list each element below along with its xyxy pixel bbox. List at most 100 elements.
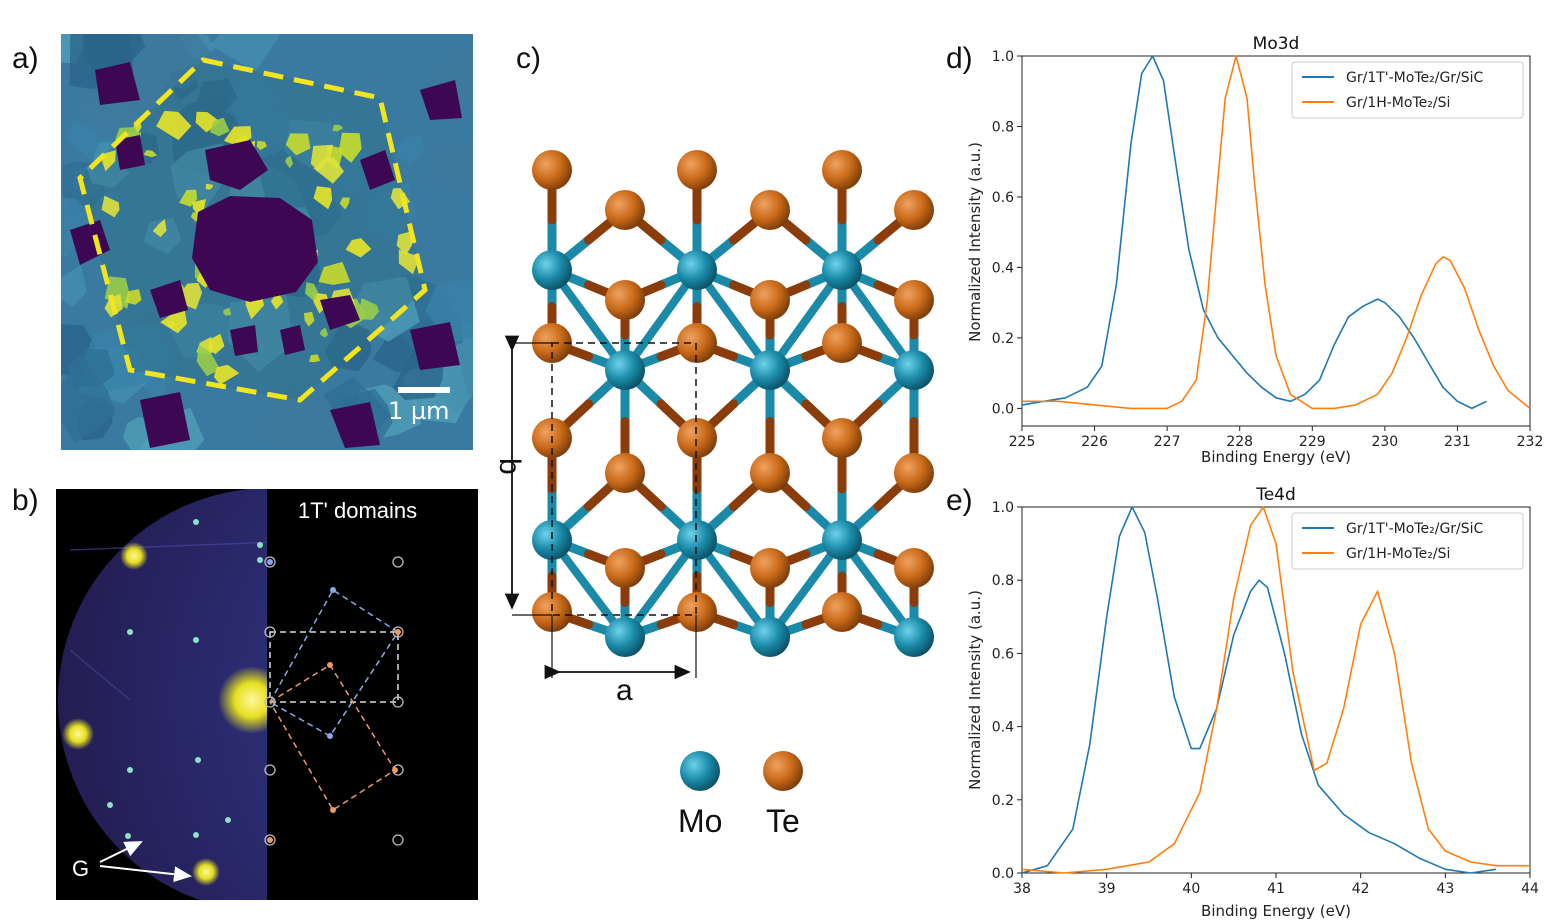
leed-spot [127,767,133,773]
bright-domain [285,133,311,156]
chart-d-ytick-label: 0.6 [992,190,1014,206]
chart-e-xtick-label: 42 [1352,881,1370,897]
mo-atom [894,617,934,657]
mo-atom [750,350,790,390]
bright-domain [305,282,319,301]
grain [61,323,100,377]
lattice-b-label: b [493,458,526,475]
chart-d-legend: Gr/1T'-MoTe₂/Gr/SiC Gr/1H-MoTe₂/Si [1291,61,1524,119]
te-atom [605,280,645,320]
bright-domain [270,294,284,310]
chart-e-ytick-label: 1.0 [992,500,1014,516]
leed-spot [193,832,199,838]
chart-d-xtick-label: 227 [1154,434,1181,450]
chart-e-ytick-label: 0.4 [992,720,1014,736]
central-spot [218,666,267,734]
bright-domain [160,309,187,334]
atoms [532,150,934,657]
te-atom [894,548,934,588]
chart-d-ytick-label: 0.0 [992,401,1014,417]
chart-e-legend: Gr/1T'-MoTe₂/Gr/SiC Gr/1H-MoTe₂/Si [1291,512,1524,570]
lattice-a-label: a [616,674,633,707]
chart-mo3d: Mo3d 225 226 227 228 229 230 231 232 0.0 0.2 0.4 0.… [966,34,1543,466]
bright-domain [313,186,333,210]
chart-e-legend-1: Gr/1T'-MoTe₂/Gr/SiC [1346,521,1484,537]
leed-spot [193,519,199,525]
scale-bar [398,387,450,393]
bright-domain [223,307,232,316]
chart-d-ticks: 225 226 227 228 229 230 231 232 0.0 0.2 0.4 0.6 0.8 1… [992,49,1544,450]
scale-bar-label: 1 µm [388,397,450,425]
leed-spot [257,557,263,563]
domain-spot [267,559,273,565]
bright-domain [156,110,192,141]
reciprocal-point [392,696,404,708]
arrow-1 [99,841,143,863]
legend-mo-label: Mo [678,803,722,839]
te-atom [822,592,862,632]
bright-domain [312,292,330,314]
chart-d-series-2-line [1022,55,1531,410]
bright-domain [256,140,268,151]
reciprocal-point [392,556,404,568]
panel-b-leed: 1T' domains G [56,489,478,900]
chart-d-xtick-label: 228 [1226,434,1253,450]
domain-spot [327,733,333,739]
domain-spot [267,837,273,843]
te-atom [532,150,572,190]
panel-label-e: e) [946,484,973,517]
leed-spot [107,802,113,808]
chart-e-legend-2: Gr/1H-MoTe₂/Si [1346,546,1450,562]
mo-atom [532,250,572,290]
bright-domain [345,238,372,258]
grain [143,218,182,255]
bright-domain [398,249,418,275]
grain [248,382,341,450]
chart-d-title: Mo3d [1253,34,1300,54]
chart-d-ytick-label: 1.0 [992,49,1014,65]
te-atom [822,150,862,190]
chart-e-ytick-label: 0.6 [992,646,1014,662]
grain [144,34,215,91]
reciprocal-point [264,626,276,638]
legend-mo-swatch [680,751,720,791]
bright-domain [309,354,321,363]
chart-d-ytick-label: 0.2 [992,331,1014,347]
mo-atom [750,617,790,657]
leed-spot [225,817,231,823]
bright-domain [339,197,350,210]
te-atom [677,323,717,363]
reciprocal-points [264,556,404,846]
grain [325,321,372,372]
te-atom [750,190,790,230]
te-atom [894,190,934,230]
grain [349,276,420,342]
legend-te-swatch [763,751,803,791]
reciprocal-point [392,834,404,846]
panel-label-a: a) [12,42,39,75]
reciprocal-point [264,764,276,776]
chart-d-xtick-label: 229 [1299,434,1326,450]
bright-domain [207,333,225,355]
bright-domain [332,124,344,132]
bright-domain [319,327,329,338]
grain [222,71,282,124]
dark-region [205,140,268,190]
chart-e-ylabel: Normalized Intensity (a.u.) [966,590,984,790]
panel-c-crystal-structure: b a Mo Te [493,150,934,839]
te-atom [677,418,717,458]
te-atom [605,548,645,588]
mo-atom [894,350,934,390]
chart-d-ytick-label: 0.8 [992,119,1014,135]
domain-spot [395,629,401,635]
te-atom [894,280,934,320]
bright-domain [396,231,412,256]
chart-e-ytick-label: 0.0 [992,866,1014,882]
central-hole [192,196,318,302]
te-atom [750,453,790,493]
chart-d-legend-2: Gr/1H-MoTe₂/Si [1346,95,1450,111]
bright-domain [205,183,213,190]
legend-te-label: Te [766,803,800,839]
